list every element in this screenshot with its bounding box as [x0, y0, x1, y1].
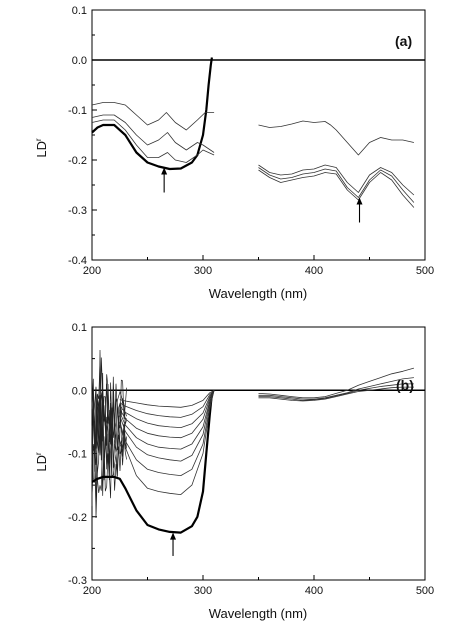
- tick-labels-a: 200 300 400 500 0.1 0.0 -0.1 -0.2 -0.3 -0.4: [68, 5, 434, 277]
- y-axis-title-a-superscript: r: [34, 138, 43, 141]
- y-tick-label: 0.0: [72, 55, 87, 67]
- x-axis-title-b: Wavelength (nm): [209, 606, 308, 621]
- y-tick-label: -0.4: [68, 255, 87, 267]
- series-line-a-3: [91, 119, 215, 163]
- series-line-b-5: [119, 390, 215, 439]
- series-line-b-12: [258, 386, 414, 402]
- y-tick-label: -0.3: [68, 575, 87, 587]
- y-tick-label: 0.1: [72, 322, 87, 334]
- series-line-a-2: [91, 114, 215, 153]
- series-line-b-11: [258, 383, 414, 401]
- y-tick-label: -0.1: [68, 105, 87, 117]
- x-tick-label: 500: [416, 585, 434, 597]
- noise-trace: [91, 394, 127, 519]
- series-line-a-4: [258, 120, 414, 156]
- series-line-b-9: [258, 367, 415, 399]
- y-axis-title-b-superscript: r: [34, 452, 43, 455]
- arrow-head: [170, 532, 177, 540]
- y-tick-label: -0.2: [68, 155, 87, 167]
- series-line-b-2: [119, 390, 215, 476]
- y-axis-title-a: LDr: [34, 138, 49, 158]
- arrows-b: [170, 532, 177, 556]
- series-line-b-10: [258, 377, 414, 400]
- series-line-b-0: [91, 393, 213, 534]
- y-axis-title-a-main: LD: [34, 141, 49, 158]
- arrow-head: [356, 197, 363, 205]
- chart-panel-a: 200 300 400 500 0.1 0.0 -0.1 -0.2 -0.3 -0.4 (a) W…: [34, 5, 434, 301]
- noise-trace: [91, 389, 127, 507]
- x-tick-label: 400: [305, 585, 323, 597]
- noise-traces-b: [91, 349, 127, 519]
- series-line-a-6: [258, 167, 415, 203]
- y-axis-title-b-main: LD: [34, 455, 49, 472]
- chart-panel-b: 200 300 400 500 0.1 0.0 -0.1 -0.2 -0.3 (b) Wavel…: [34, 322, 434, 621]
- x-tick-label: 400: [305, 265, 323, 277]
- series-line-a-7: [258, 169, 415, 208]
- series-line-b-1: [119, 390, 215, 495]
- x-tick-label: 300: [194, 265, 212, 277]
- series-line-a-5: [258, 164, 415, 196]
- y-axis-title-b: LDr: [34, 452, 49, 472]
- tick-labels-b: 200 300 400 500 0.1 0.0 -0.1 -0.2 -0.3: [68, 322, 434, 597]
- x-tick-label: 200: [83, 585, 101, 597]
- series-line-b-4: [119, 390, 215, 450]
- series-line-b-8: [119, 389, 215, 408]
- series-line-b-6: [119, 390, 215, 428]
- series-line-b-7: [119, 390, 215, 418]
- y-tick-label: -0.3: [68, 205, 87, 217]
- y-tick-label: -0.1: [68, 449, 87, 461]
- series-line-a-1: [91, 102, 215, 131]
- arrow-head: [161, 167, 168, 175]
- x-tick-label: 500: [416, 265, 434, 277]
- panel-label-b: (b): [396, 377, 414, 393]
- y-tick-label: -0.2: [68, 512, 87, 524]
- series-line-b-3: [119, 390, 215, 462]
- x-axis-title-a: Wavelength (nm): [209, 286, 308, 301]
- series-group-b: [91, 367, 415, 534]
- series-line-a-0: [91, 57, 213, 171]
- y-tick-label: 0.0: [72, 385, 87, 397]
- y-tick-label: 0.1: [72, 5, 87, 17]
- x-tick-label: 200: [83, 265, 101, 277]
- arrows-a: [161, 167, 363, 223]
- series-group-a: [91, 57, 415, 208]
- panel-label-a: (a): [395, 33, 412, 49]
- x-tick-label: 300: [194, 585, 212, 597]
- noise-trace: [91, 361, 127, 483]
